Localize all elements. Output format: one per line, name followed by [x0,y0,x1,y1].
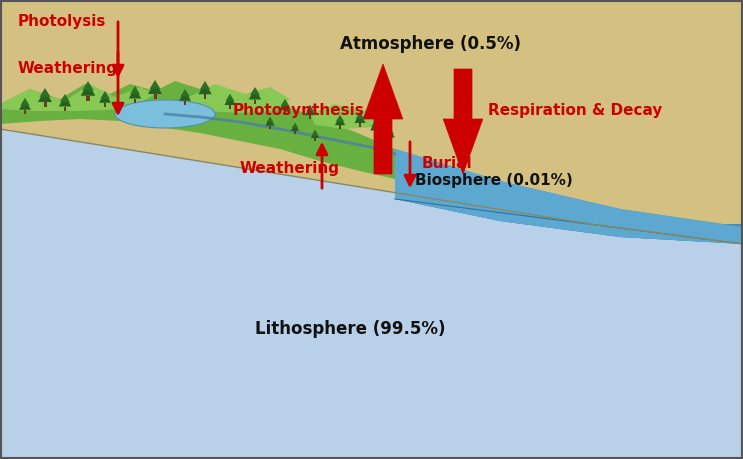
Polygon shape [294,131,296,134]
Polygon shape [179,90,191,101]
Polygon shape [250,87,260,95]
Polygon shape [374,130,376,134]
Polygon shape [0,81,395,179]
Polygon shape [339,125,341,129]
Polygon shape [134,99,137,103]
Polygon shape [154,94,157,99]
Polygon shape [370,122,380,130]
Polygon shape [265,118,275,126]
Polygon shape [284,110,286,114]
Polygon shape [336,115,344,122]
Polygon shape [356,112,364,119]
Polygon shape [39,88,51,97]
Text: Weathering: Weathering [240,162,340,177]
Polygon shape [38,90,52,102]
Polygon shape [281,99,290,106]
Polygon shape [129,88,141,99]
Polygon shape [20,98,30,106]
Polygon shape [309,115,311,119]
Polygon shape [359,123,361,127]
Ellipse shape [115,100,215,128]
Polygon shape [389,138,391,141]
Polygon shape [253,100,256,104]
Polygon shape [81,83,95,96]
Polygon shape [310,104,395,129]
Polygon shape [354,113,366,123]
Polygon shape [130,86,140,94]
Polygon shape [64,106,66,111]
Polygon shape [185,84,290,113]
Polygon shape [148,82,162,94]
Text: Respiration & Decay: Respiration & Decay [488,103,662,118]
Text: Weathering: Weathering [18,62,118,77]
Polygon shape [372,121,379,127]
Polygon shape [204,94,207,99]
Polygon shape [24,110,26,114]
Polygon shape [82,81,94,90]
Polygon shape [291,124,299,131]
Polygon shape [249,89,262,100]
Polygon shape [224,95,236,105]
Text: Burial: Burial [422,157,473,172]
Polygon shape [104,103,106,107]
Text: Photolysis: Photolysis [18,14,106,29]
Polygon shape [386,128,394,134]
Polygon shape [292,123,298,128]
Polygon shape [149,80,160,89]
Polygon shape [305,106,315,115]
Polygon shape [385,129,395,138]
Polygon shape [99,93,111,103]
Polygon shape [314,138,316,141]
Text: Atmosphere (0.5%): Atmosphere (0.5%) [340,35,521,53]
Polygon shape [184,101,186,105]
Polygon shape [312,129,318,135]
Polygon shape [19,100,31,110]
Polygon shape [198,83,212,94]
Polygon shape [59,95,71,106]
Polygon shape [100,91,110,99]
Text: Lithosphere (99.5%): Lithosphere (99.5%) [255,320,445,338]
Polygon shape [395,149,743,244]
Polygon shape [200,81,210,90]
Polygon shape [395,179,743,244]
Polygon shape [0,0,743,244]
Text: Photosynthesis: Photosynthesis [233,103,365,118]
Polygon shape [60,94,70,102]
Polygon shape [279,101,291,110]
Polygon shape [0,84,155,111]
FancyArrow shape [444,69,483,174]
Polygon shape [229,105,231,109]
Polygon shape [44,102,47,107]
Polygon shape [395,149,743,244]
Polygon shape [181,89,189,96]
Text: Biosphere (0.01%): Biosphere (0.01%) [415,174,573,189]
Polygon shape [335,116,345,125]
Polygon shape [267,117,273,123]
Polygon shape [86,96,90,101]
FancyArrow shape [363,64,403,174]
Polygon shape [306,105,314,112]
Polygon shape [311,131,319,138]
Polygon shape [269,126,271,129]
Polygon shape [226,94,234,101]
